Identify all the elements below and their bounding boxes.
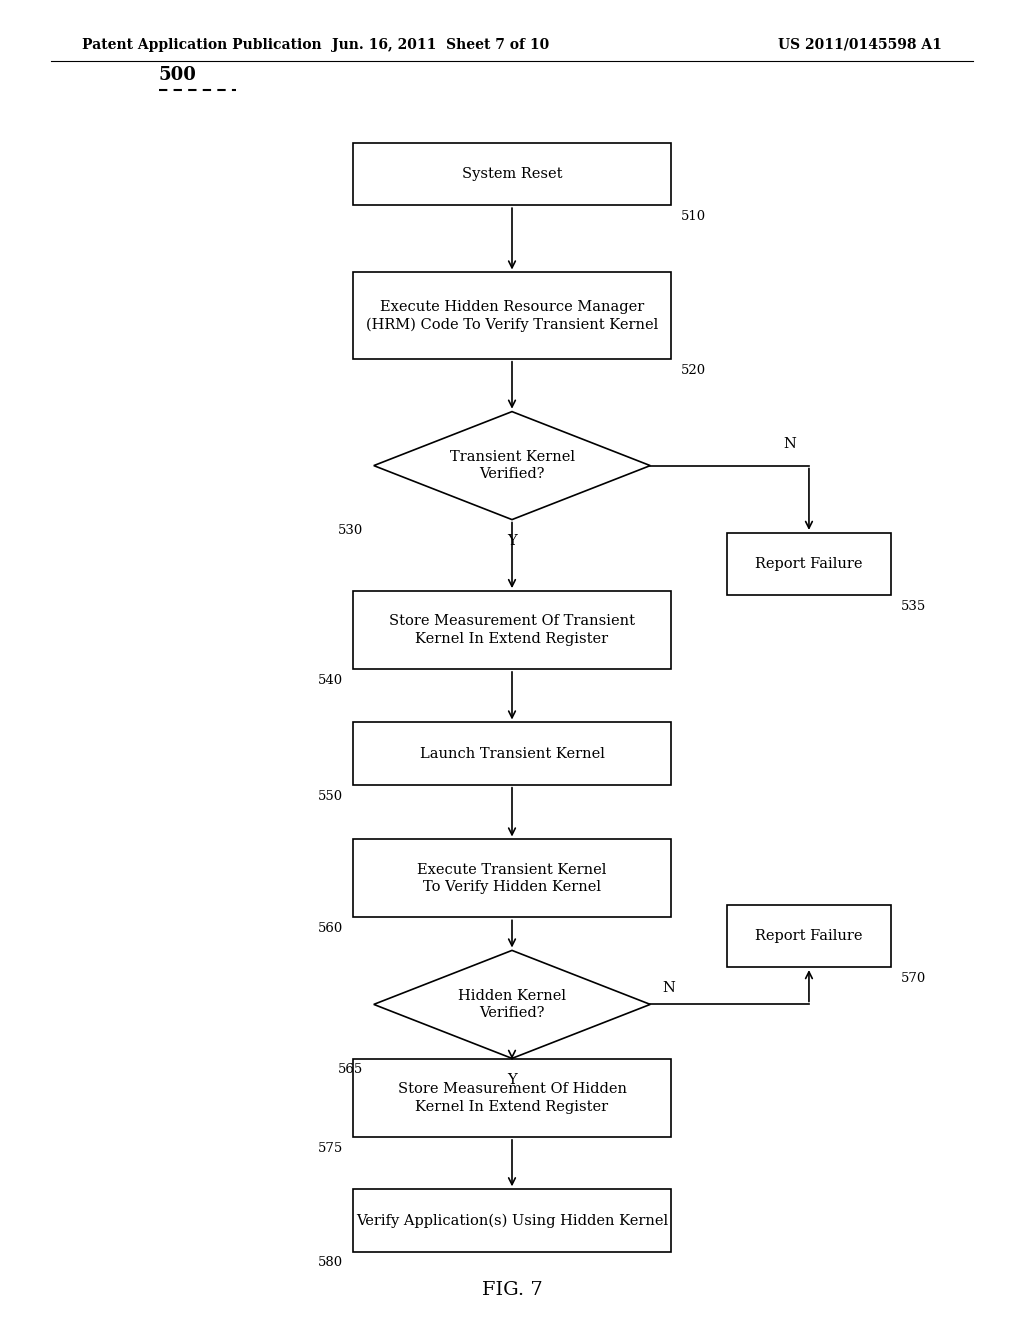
Bar — [353, 1189, 671, 1251]
Text: 575: 575 — [317, 1142, 343, 1155]
Bar — [727, 533, 891, 595]
Text: 550: 550 — [317, 789, 343, 803]
Text: Execute Hidden Resource Manager
(HRM) Code To Verify Transient Kernel: Execute Hidden Resource Manager (HRM) Co… — [366, 300, 658, 331]
Text: Hidden Kernel
Verified?: Hidden Kernel Verified? — [458, 989, 566, 1020]
Text: 540: 540 — [317, 673, 343, 686]
Bar — [353, 840, 671, 917]
Text: N: N — [663, 981, 676, 995]
Bar — [353, 1059, 671, 1137]
Text: Launch Transient Kernel: Launch Transient Kernel — [420, 747, 604, 760]
Bar — [353, 143, 671, 205]
Text: 565: 565 — [338, 1063, 364, 1076]
Text: Verify Application(s) Using Hidden Kernel: Verify Application(s) Using Hidden Kerne… — [356, 1213, 668, 1228]
Text: 520: 520 — [681, 363, 707, 376]
Text: FIG. 7: FIG. 7 — [481, 1280, 543, 1299]
Text: Jun. 16, 2011  Sheet 7 of 10: Jun. 16, 2011 Sheet 7 of 10 — [332, 38, 549, 51]
Bar — [353, 722, 671, 785]
Text: Transient Kernel
Verified?: Transient Kernel Verified? — [450, 450, 574, 482]
Text: System Reset: System Reset — [462, 168, 562, 181]
Bar — [353, 591, 671, 669]
Text: 560: 560 — [317, 923, 343, 935]
Text: US 2011/0145598 A1: US 2011/0145598 A1 — [778, 38, 942, 51]
Text: N: N — [783, 437, 797, 451]
Text: 530: 530 — [338, 524, 364, 537]
Text: Y: Y — [507, 1073, 517, 1086]
Text: Report Failure: Report Failure — [756, 557, 862, 572]
Bar — [353, 272, 671, 359]
Text: 580: 580 — [317, 1257, 343, 1270]
Text: 535: 535 — [901, 601, 927, 612]
Text: Store Measurement Of Transient
Kernel In Extend Register: Store Measurement Of Transient Kernel In… — [389, 614, 635, 645]
Text: Patent Application Publication: Patent Application Publication — [82, 38, 322, 51]
Text: Store Measurement Of Hidden
Kernel In Extend Register: Store Measurement Of Hidden Kernel In Ex… — [397, 1082, 627, 1114]
Polygon shape — [374, 412, 650, 520]
Text: 570: 570 — [901, 972, 927, 985]
Text: 500: 500 — [159, 66, 197, 84]
Text: Execute Transient Kernel
To Verify Hidden Kernel: Execute Transient Kernel To Verify Hidde… — [418, 863, 606, 894]
Bar — [727, 904, 891, 968]
Text: Y: Y — [507, 535, 517, 548]
Text: Report Failure: Report Failure — [756, 929, 862, 942]
Text: 510: 510 — [681, 210, 707, 223]
Polygon shape — [374, 950, 650, 1059]
